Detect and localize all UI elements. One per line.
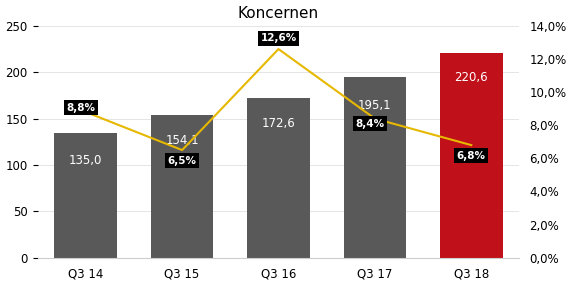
Text: 195,1: 195,1 [358,99,392,112]
Bar [440,53,503,258]
Bar [54,132,117,258]
Text: 172,6: 172,6 [261,117,295,130]
Text: 8,8%: 8,8% [66,103,96,113]
Text: 154,1: 154,1 [165,134,199,147]
Bar [151,115,213,258]
Bar [344,77,406,258]
Text: 135,0: 135,0 [69,154,102,166]
Bar [247,98,310,258]
Text: 6,5%: 6,5% [168,156,197,166]
Text: 220,6: 220,6 [455,71,488,84]
Text: 12,6%: 12,6% [260,33,297,43]
Title: Koncernen: Koncernen [238,5,319,21]
Text: 8,4%: 8,4% [356,119,384,129]
Text: 6,8%: 6,8% [457,151,486,161]
